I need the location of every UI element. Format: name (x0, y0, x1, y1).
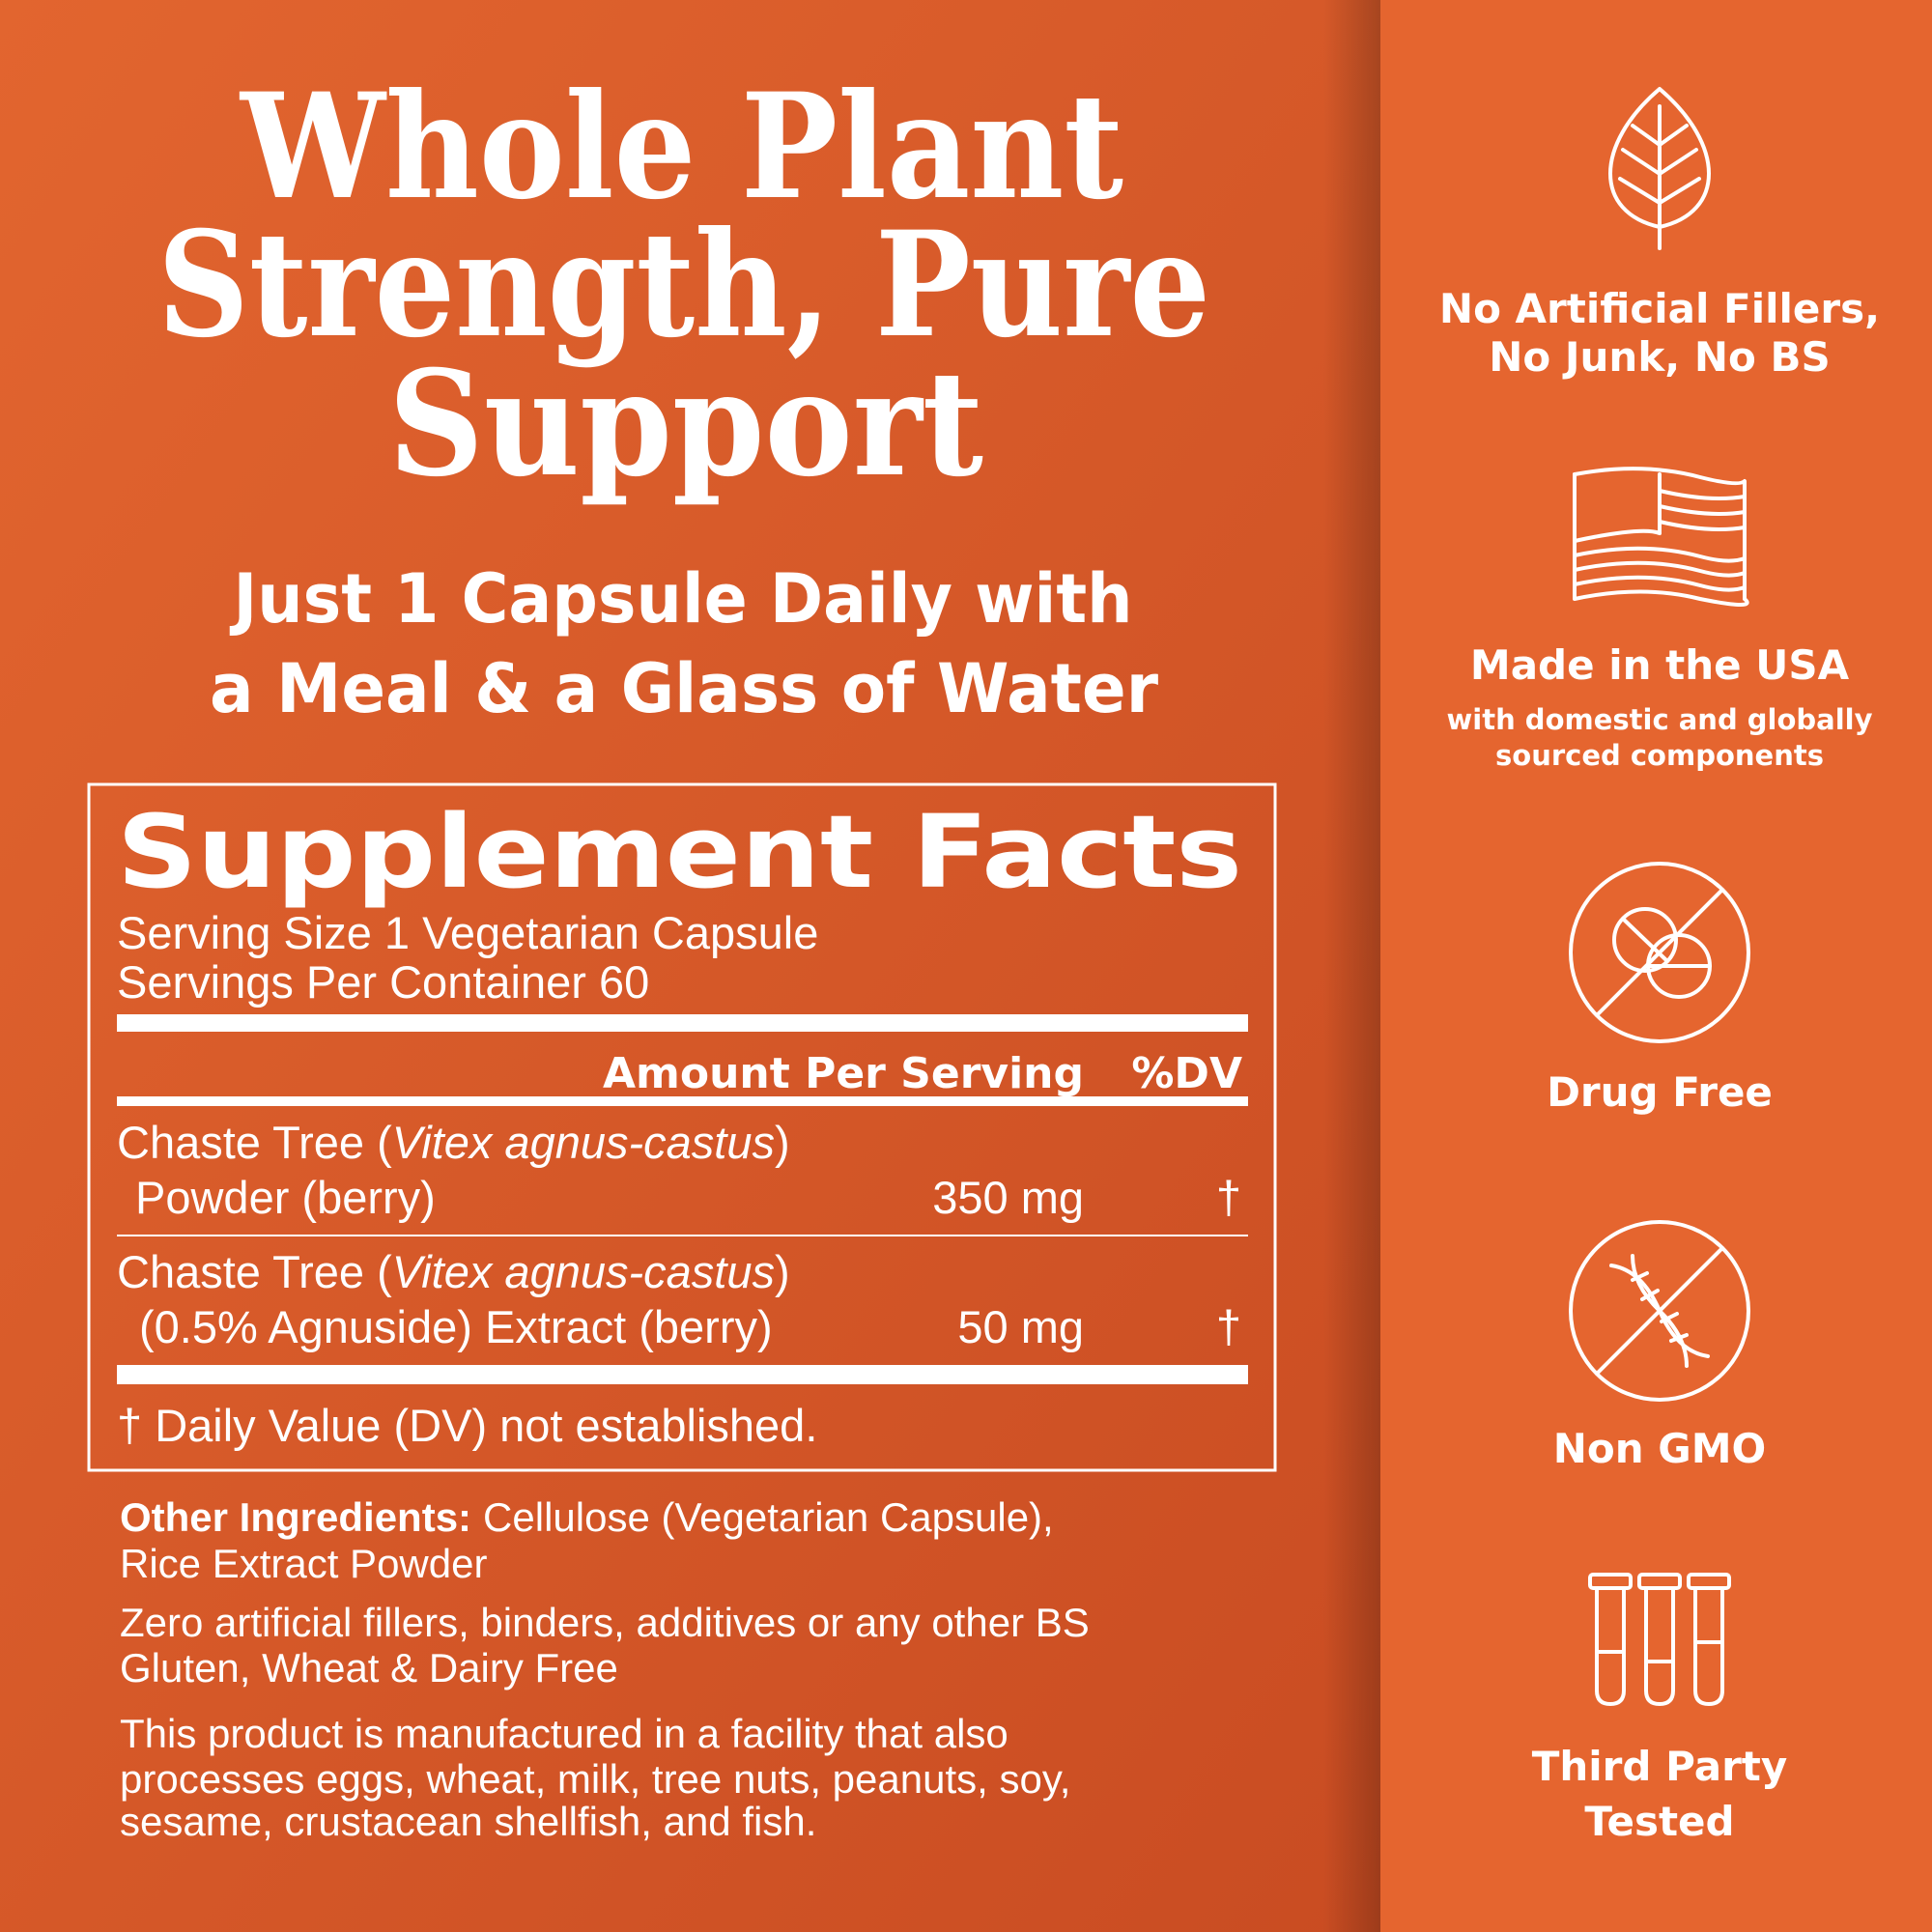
headline: Whole Plant (239, 62, 1123, 232)
flag-icon (1573, 467, 1749, 607)
note: Zero artificial fillers, binders, additi… (120, 1600, 1090, 1645)
left-panel (0, 0, 1380, 1932)
note: sesame, crustacean shellfish, and fish. (120, 1799, 816, 1844)
footnote: † Daily Value (DV) not established. (117, 1400, 817, 1451)
badge-label: Tested (1584, 1798, 1734, 1845)
facts-title: Supplement Facts (117, 793, 1242, 911)
name-part: ) (775, 1117, 790, 1168)
name-part: Chaste Tree ( (117, 1117, 392, 1168)
ingredient-amount: 50 mg (957, 1301, 1084, 1352)
badge-label: No Artificial Fillers, (1439, 285, 1880, 332)
name-italic: Vitex agnus-castus (392, 1246, 775, 1297)
ingredient-dv: † (1216, 1172, 1241, 1223)
badge-label: No Junk, No BS (1489, 333, 1830, 381)
note: Gluten, Wheat & Dairy Free (120, 1645, 618, 1690)
leaf-icon (1608, 87, 1711, 250)
badge-sublabel: with domestic and globally (1446, 703, 1872, 736)
other-ingredients: Rice Extract Powder (120, 1541, 487, 1586)
badge-sublabel: sourced components (1495, 739, 1824, 772)
ingredient-name: (0.5% Agnuside) Extract (berry) (139, 1301, 773, 1352)
panel-shadow (1323, 0, 1380, 1932)
badge-label: Non GMO (1553, 1425, 1767, 1472)
ingredient-amount: 350 mg (932, 1172, 1084, 1223)
other-ingredients: Other Ingredients: Cellulose (Vegetarian … (120, 1494, 1054, 1540)
thin-rule (117, 1235, 1248, 1236)
name-italic: Vitex agnus-castus (392, 1117, 775, 1168)
ingredient-name: Powder (berry) (135, 1172, 436, 1223)
badge-label: Made in the USA (1470, 641, 1850, 689)
subheadline: a Meal & a Glass of Water (210, 649, 1158, 728)
other-label: Other Ingredients: (120, 1494, 471, 1540)
thick-rule (117, 1365, 1248, 1384)
dv-header: %DV (1131, 1049, 1242, 1098)
headline: Support (388, 339, 983, 509)
amount-header: Amount Per Serving (603, 1049, 1084, 1098)
note: processes eggs, wheat, milk, tree nuts, … (120, 1756, 1070, 1802)
other-text: Cellulose (Vegetarian Capsule), (483, 1494, 1054, 1540)
ingredient-dv: † (1216, 1301, 1241, 1352)
subheadline: Just 1 Capsule Daily with (230, 559, 1133, 639)
rule (117, 1096, 1248, 1106)
thick-rule (117, 1014, 1248, 1032)
test-tubes-icon (1588, 1573, 1731, 1706)
drug-free-icon (1569, 862, 1750, 1043)
headline: Strength, Pure (157, 200, 1210, 370)
facts-box (87, 782, 1277, 1472)
servings-per-container: Servings Per Container 60 (117, 956, 649, 1008)
name-part: ) (775, 1246, 790, 1297)
ingredient-name: Chaste Tree (Vitex agnus-castus) (117, 1246, 790, 1297)
ingredient-name: Chaste Tree (Vitex agnus-castus) (117, 1117, 790, 1168)
badge-label: Third Party (1532, 1743, 1788, 1790)
serving-size: Serving Size 1 Vegetarian Capsule (117, 907, 818, 958)
non-gmo-icon (1569, 1220, 1750, 1402)
badge-label: Drug Free (1547, 1068, 1773, 1116)
note: This product is manufactured in a facili… (120, 1711, 1009, 1756)
name-part: Chaste Tree ( (117, 1246, 392, 1297)
